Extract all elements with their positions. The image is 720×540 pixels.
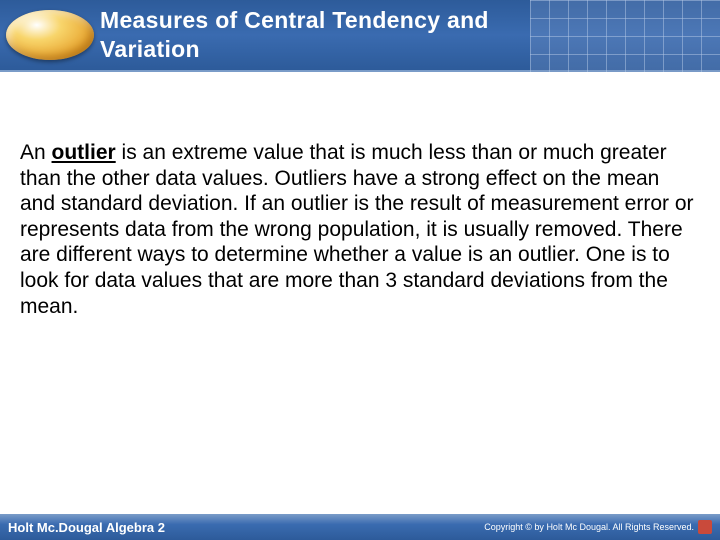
slide-footer: Holt Mc.Dougal Algebra 2 Copyright © by … — [0, 514, 720, 540]
body-paragraph: An outlier is an extreme value that is m… — [20, 140, 700, 319]
keyword-outlier: outlier — [52, 141, 116, 164]
body-rest: is an extreme value that is much less th… — [20, 141, 694, 318]
slide-title: Measures of Central Tendency and Variati… — [100, 6, 489, 64]
slide-header: Measures of Central Tendency and Variati… — [0, 0, 720, 72]
header-grid-pattern — [530, 0, 720, 72]
footer-copyright-text: Copyright © by Holt Mc Dougal. All Right… — [484, 522, 694, 532]
header-oval-badge — [6, 10, 94, 60]
title-line-2: Variation — [100, 36, 200, 62]
footer-book-title: Holt Mc.Dougal Algebra 2 — [8, 520, 165, 535]
title-line-1: Measures of Central Tendency and — [100, 7, 489, 33]
footer-copyright-block: Copyright © by Holt Mc Dougal. All Right… — [484, 520, 712, 534]
slide-body: An outlier is an extreme value that is m… — [20, 140, 700, 319]
body-prefix: An — [20, 141, 52, 164]
publisher-logo-icon — [698, 520, 712, 534]
